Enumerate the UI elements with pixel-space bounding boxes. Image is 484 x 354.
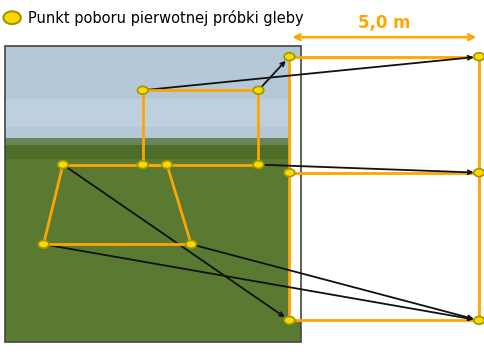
Circle shape: [284, 316, 295, 324]
Circle shape: [284, 169, 295, 177]
Circle shape: [137, 86, 148, 94]
Circle shape: [474, 169, 484, 177]
Circle shape: [137, 161, 148, 169]
Circle shape: [38, 240, 49, 248]
Text: Punkt poboru pierwotnej próbki gleby: Punkt poboru pierwotnej próbki gleby: [28, 10, 303, 26]
Circle shape: [474, 53, 484, 61]
Circle shape: [3, 11, 21, 24]
Circle shape: [162, 161, 172, 169]
Circle shape: [253, 161, 264, 169]
Bar: [5, 46, 301, 145]
Bar: [5, 46, 301, 342]
Circle shape: [58, 161, 68, 169]
Bar: [5, 99, 301, 127]
Circle shape: [284, 53, 295, 61]
Text: 5,0 m: 5,0 m: [358, 14, 410, 32]
Circle shape: [474, 316, 484, 324]
Circle shape: [186, 240, 197, 248]
Circle shape: [253, 86, 264, 94]
Bar: [5, 138, 301, 159]
Bar: [289, 57, 479, 320]
Bar: [5, 145, 301, 342]
